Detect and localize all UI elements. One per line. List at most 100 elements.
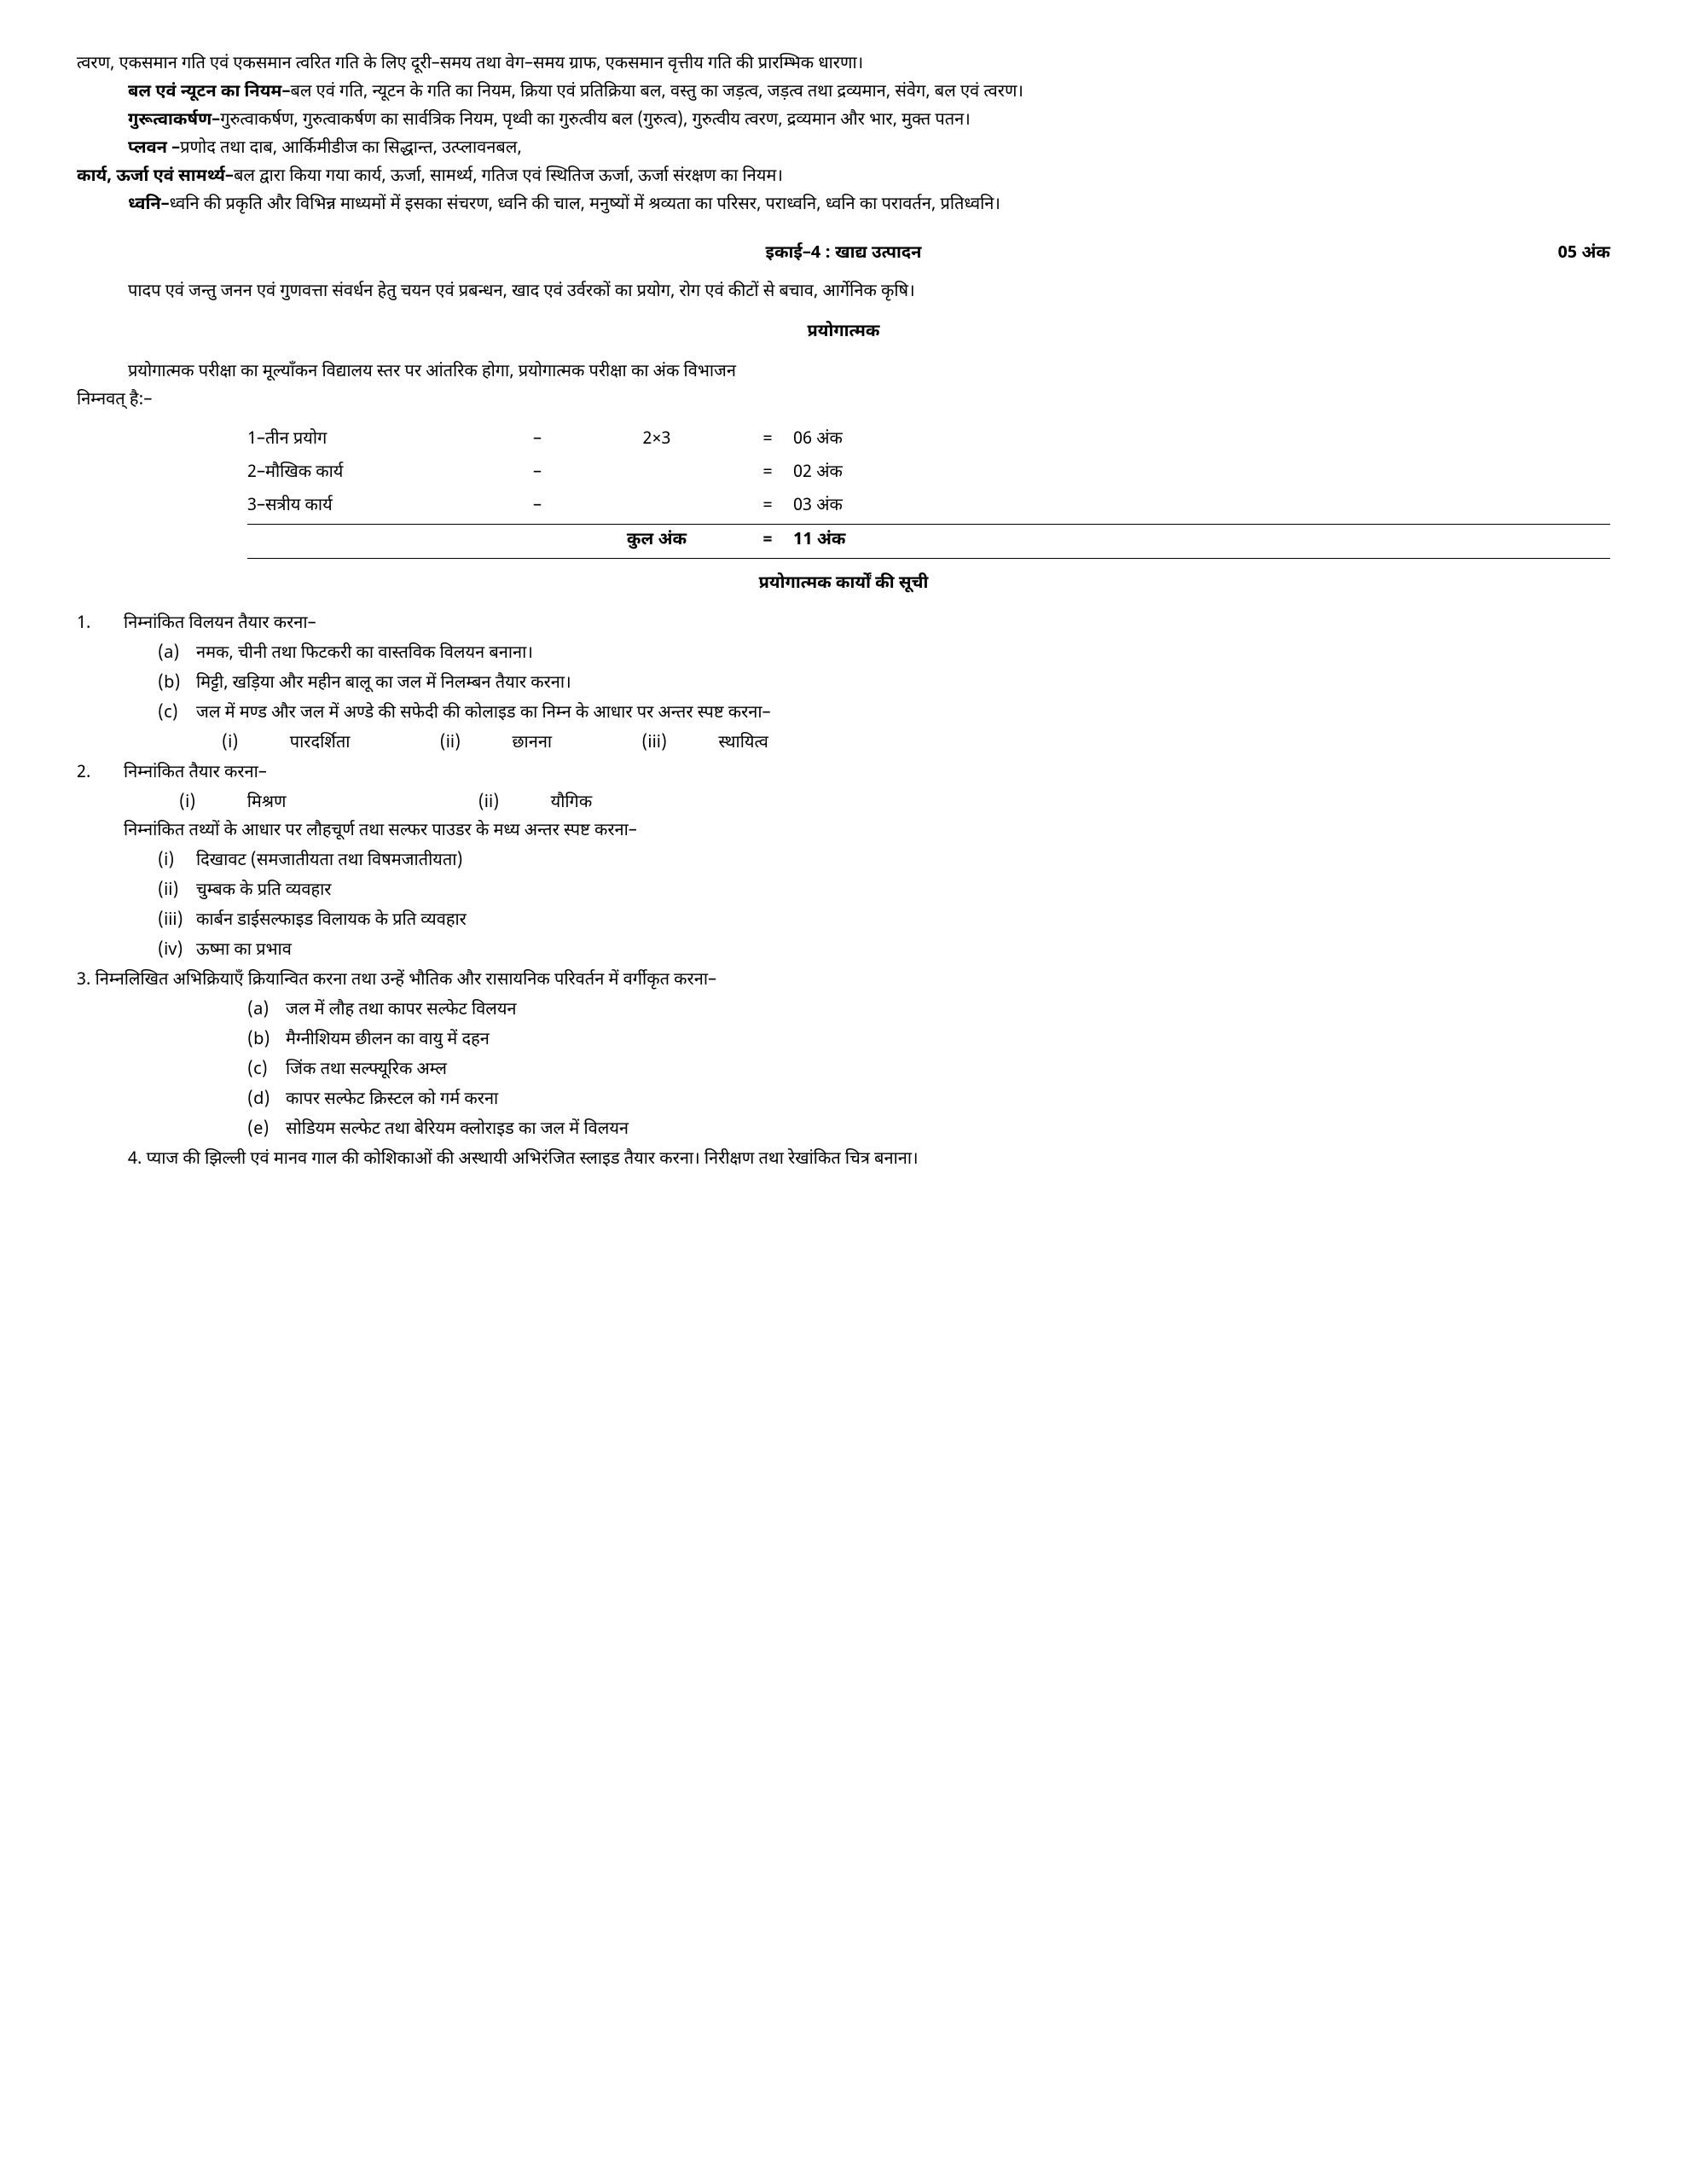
opt: (i) मिश्रण [179,793,329,815]
marks-calc: कुल अंक [571,527,742,555]
list-number: 2. [77,760,124,788]
list-number: (e) [247,1117,286,1145]
exp2-mix-options: (i) मिश्रण (ii) यौगिक [179,790,1610,818]
exp1-b: (b) मिट्टी, खड़िया और महीन बालू का जल मे… [158,671,1610,699]
topic-body: गुरुत्वाकर्षण, गुरुत्वाकर्षण का सार्वत्र… [220,110,971,132]
list-number: (d) [247,1087,286,1115]
list-number: (b) [158,671,196,699]
marks-calc: 2×3 [571,427,742,455]
list-text: मैग्नीशियम छीलन का वायु में दहन [286,1027,1610,1055]
topic-body: बल एवं गति, न्यूटन के गति का नियम, क्रिय… [290,82,1023,104]
list-number: (b) [247,1027,286,1055]
list-text: कार्बन डाईसल्फाइड विलायक के प्रति व्यवहा… [196,908,1610,936]
exp1-c: (c) जल में मण्ड और जल में अण्डे की सफेदी… [158,700,1610,729]
opt-n: (i) [179,793,195,815]
exp3-b: (b) मैग्नीशियम छीलन का वायु में दहन [247,1027,1610,1055]
list-text: नमक, चीनी तथा फिटकरी का वास्तविक विलयन ब… [196,641,1610,669]
unit4-marks: 05 अंक [1508,241,1610,269]
list-number: (c) [247,1057,286,1085]
practical-intro: प्रयोगात्मक परीक्षा का मूल्याँकन विद्याल… [77,359,1610,387]
opt: (ii) यौगिक [478,793,635,815]
opt: (ii) छानना [440,733,594,755]
list-number: 4. [128,1149,142,1171]
marks-table: 1–तीन प्रयोग – 2×3 = 06 अंक 2–मौखिक कार्… [247,424,1610,559]
list-text: निम्नलिखित अभिक्रियाएँ क्रियान्वित करना … [96,970,716,992]
exp2-iii: (iii) कार्बन डाईसल्फाइड विलायक के प्रति … [158,908,1610,936]
exp2-i: (i) दिखावट (समजातीयता तथा विषमजातीयता) [158,848,1610,876]
exp3-e: (e) सोडियम सल्फेट तथा बेरियम क्लोराइड का… [247,1117,1610,1145]
exp3-a: (a) जल में लौह तथा कापर सल्फेट विलयन [247,997,1610,1025]
opt-t: छानना [513,733,553,755]
exp1-a: (a) नमक, चीनी तथा फिटकरी का वास्तविक विल… [158,641,1610,669]
experiments-heading: प्रयोगात्मक कार्यों की सूची [77,571,1610,599]
exp2-ii: (ii) चुम्बक के प्रति व्यवहार [158,878,1610,906]
list-number: (iv) [158,938,196,966]
opt: (iii) स्थायित्व [641,733,811,755]
marks-row: 3–सत्रीय कार्य – = 03 अंक [247,491,1610,524]
practical-heading: प्रयोगात्मक [77,319,1610,347]
list-text: जल में मण्ड और जल में अण्डे की सफेदी की … [196,700,1610,729]
exp2: 2. निम्नांकित तैयार करना– [77,760,1610,788]
exp2-iv: (iv) ऊष्मा का प्रभाव [158,938,1610,966]
topic-head: कार्य, ऊर्जा एवं सामर्थ्य– [77,166,234,189]
list-number: 1. [77,611,124,639]
list-number: (i) [158,848,196,876]
opt-n: (ii) [440,733,461,755]
opt: (i) पारदर्शिता [222,733,392,755]
marks-total-row: कुल अंक = 11 अंक [247,524,1610,559]
list-text: मिट्टी, खड़िया और महीन बालू का जल में नि… [196,671,1610,699]
opt-n: (iii) [641,733,667,755]
topic-head: प्लवन – [128,138,180,160]
unit4-header: इकाई–4 : खाद्य उत्पादन 05 अंक [77,241,1610,269]
practical-below: निम्नवत् है:– [77,387,1610,415]
list-number: 3. [77,970,90,992]
exp3-d: (d) कापर सल्फेट क्रिस्टल को गर्म करना [247,1087,1610,1115]
marks-val: 06 अंक [793,427,913,455]
marks-dash: – [503,493,571,521]
opt-t: मिश्रण [247,793,287,815]
marks-row: 1–तीन प्रयोग – 2×3 = 06 अंक [247,424,1610,457]
marks-eq: = [742,527,793,555]
topic-body: बल द्वारा किया गया कार्य, ऊर्जा, सामर्थ्… [234,166,783,189]
list-text: दिखावट (समजातीयता तथा विषमजातीयता) [196,848,1610,876]
syllabus-page: त्वरण, एकसमान गति एवं एकसमान त्वरित गति … [77,51,1610,1175]
exp1-c-options: (i) पारदर्शिता (ii) छानना (iii) स्थायित्… [222,730,1610,758]
exp3-c: (c) जिंक तथा सल्फ्यूरिक अम्ल [247,1057,1610,1085]
opt-t: यौगिक [551,793,593,815]
list-text: कापर सल्फेट क्रिस्टल को गर्म करना [286,1087,1610,1115]
list-text: ऊष्मा का प्रभाव [196,938,1610,966]
intro-line-1: त्वरण, एकसमान गति एवं एकसमान त्वरित गति … [77,51,1610,79]
marks-row: 2–मौखिक कार्य – = 02 अंक [247,457,1610,491]
list-number: (a) [158,641,196,669]
list-number: (ii) [158,878,196,906]
marks-val: 11 अंक [793,527,913,555]
exp2-subtitle: निम्नांकित तथ्यों के आधार पर लौहचूर्ण तथ… [124,818,1610,846]
list-text: सोडियम सल्फेट तथा बेरियम क्लोराइड का जल … [286,1117,1610,1145]
list-number: (c) [158,700,196,729]
opt-n: (i) [222,733,238,755]
list-number: (a) [247,997,286,1025]
opt-n: (ii) [478,793,499,815]
list-text: निम्नांकित विलयन तैयार करना– [124,611,1610,639]
topic-plavan: प्लवन –प्रणोद तथा दाब, आर्किमीडीज का सिद… [77,136,1610,164]
topic-dhvani: ध्वनि–ध्वनि की प्रकृति और विभिन्न माध्यम… [77,192,1610,220]
marks-dash: – [503,460,571,488]
topic-body: प्रणोद तथा दाब, आर्किमीडीज का सिद्धान्त,… [180,138,522,160]
list-number: (iii) [158,908,196,936]
marks-val: 02 अंक [793,460,913,488]
list-text: जिंक तथा सल्फ्यूरिक अम्ल [286,1057,1610,1085]
topic-karya: कार्य, ऊर्जा एवं सामर्थ्य–बल द्वारा किया… [77,164,1610,192]
exp4: 4. प्याज की झिल्ली एवं मानव गाल की कोशिक… [77,1147,1610,1175]
marks-val: 03 अंक [793,493,913,521]
topic-body: ध्वनि की प्रकृति और विभिन्न माध्यमों में… [170,195,1000,217]
marks-eq: = [742,493,793,521]
opt-t: स्थायित्व [718,733,768,755]
opt-t: पारदर्शिता [290,733,351,755]
exp3: 3. निम्नलिखित अभिक्रियाएँ क्रियान्वित कर… [77,967,1610,996]
marks-eq: = [742,460,793,488]
topic-head: बल एवं न्यूटन का नियम– [128,82,290,104]
topic-gurutva: गुरूत्वाकर्षण–गुरुत्वाकर्षण, गुरुत्वाकर्… [77,107,1610,136]
spacer [77,241,179,269]
list-text: जल में लौह तथा कापर सल्फेट विलयन [286,997,1610,1025]
marks-label: 3–सत्रीय कार्य [247,493,503,521]
